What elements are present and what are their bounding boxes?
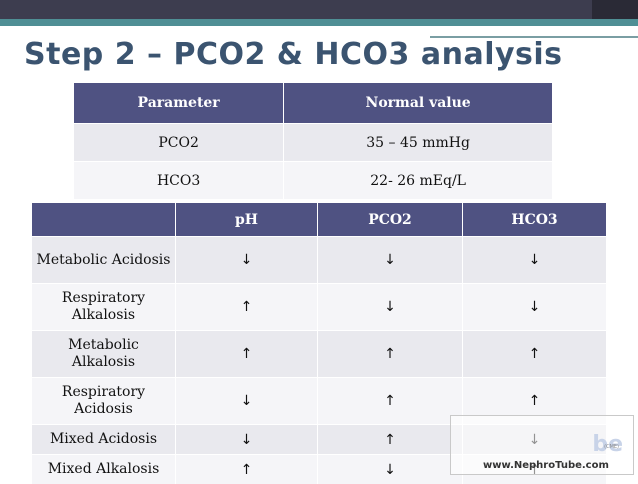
disorders-header-row: pH PCO2 HCO3 (32, 203, 606, 237)
disorder-label: Metabolic Alkalosis (32, 331, 176, 378)
disorder-label: Mixed Acidosis (32, 425, 176, 455)
parameter-cell: PCO2 (74, 124, 284, 162)
hco3-arrow: ↓ (463, 284, 607, 331)
column-header-hco3: HCO3 (463, 203, 607, 237)
parameter-cell: HCO3 (74, 162, 284, 200)
header-bar-white (0, 26, 375, 30)
hco3-arrow: ↑ (463, 331, 607, 378)
table-row: Metabolic Acidosis ↓ ↓ ↓ (32, 237, 606, 284)
ph-arrow: ↑ (176, 455, 318, 484)
pco2-arrow: ↓ (318, 237, 463, 284)
ph-arrow: ↑ (176, 284, 318, 331)
watermark-tagline: (CME) (604, 444, 619, 450)
nephrotube-watermark: be (CME) www.NephroTube.com (450, 415, 634, 475)
table-row: Metabolic Alkalosis ↑ ↑ ↑ (32, 331, 606, 378)
disorder-label: Metabolic Acidosis (32, 237, 176, 284)
normal-values-header-row: Parameter Normal value (74, 83, 552, 124)
ph-arrow: ↑ (176, 331, 318, 378)
column-header-normal-value: Normal value (284, 83, 552, 124)
hco3-arrow: ↓ (463, 237, 607, 284)
disorder-label: Respiratory Alkalosis (32, 284, 176, 331)
normal-values-table: Parameter Normal value PCO2 35 – 45 mmHg… (74, 83, 552, 199)
ph-arrow: ↓ (176, 425, 318, 455)
column-header-pco2: PCO2 (318, 203, 463, 237)
header-bar-dark (0, 0, 638, 19)
normal-value-cell: 22- 26 mEq/L (284, 162, 552, 200)
ph-arrow: ↓ (176, 378, 318, 425)
header-corner (592, 0, 638, 19)
table-row: Respiratory Alkalosis ↑ ↓ ↓ (32, 284, 606, 331)
pco2-arrow: ↑ (318, 331, 463, 378)
normal-value-cell: 35 – 45 mmHg (284, 124, 552, 162)
slide-title: Step 2 – PCO2 & HCO3 analysis (24, 37, 563, 72)
disorder-label: Mixed Alkalosis (32, 455, 176, 484)
column-header-parameter: Parameter (74, 83, 284, 124)
table-row: PCO2 35 – 45 mmHg (74, 124, 552, 162)
column-header-disorder (32, 203, 176, 237)
pco2-arrow: ↓ (318, 284, 463, 331)
table-row: HCO3 22- 26 mEq/L (74, 162, 552, 200)
header-bar-teal (0, 19, 638, 26)
pco2-arrow: ↓ (318, 455, 463, 484)
watermark-url: www.NephroTube.com (483, 460, 609, 471)
pco2-arrow: ↑ (318, 378, 463, 425)
ph-arrow: ↓ (176, 237, 318, 284)
disorder-label: Respiratory Acidosis (32, 378, 176, 425)
column-header-ph: pH (176, 203, 318, 237)
pco2-arrow: ↑ (318, 425, 463, 455)
